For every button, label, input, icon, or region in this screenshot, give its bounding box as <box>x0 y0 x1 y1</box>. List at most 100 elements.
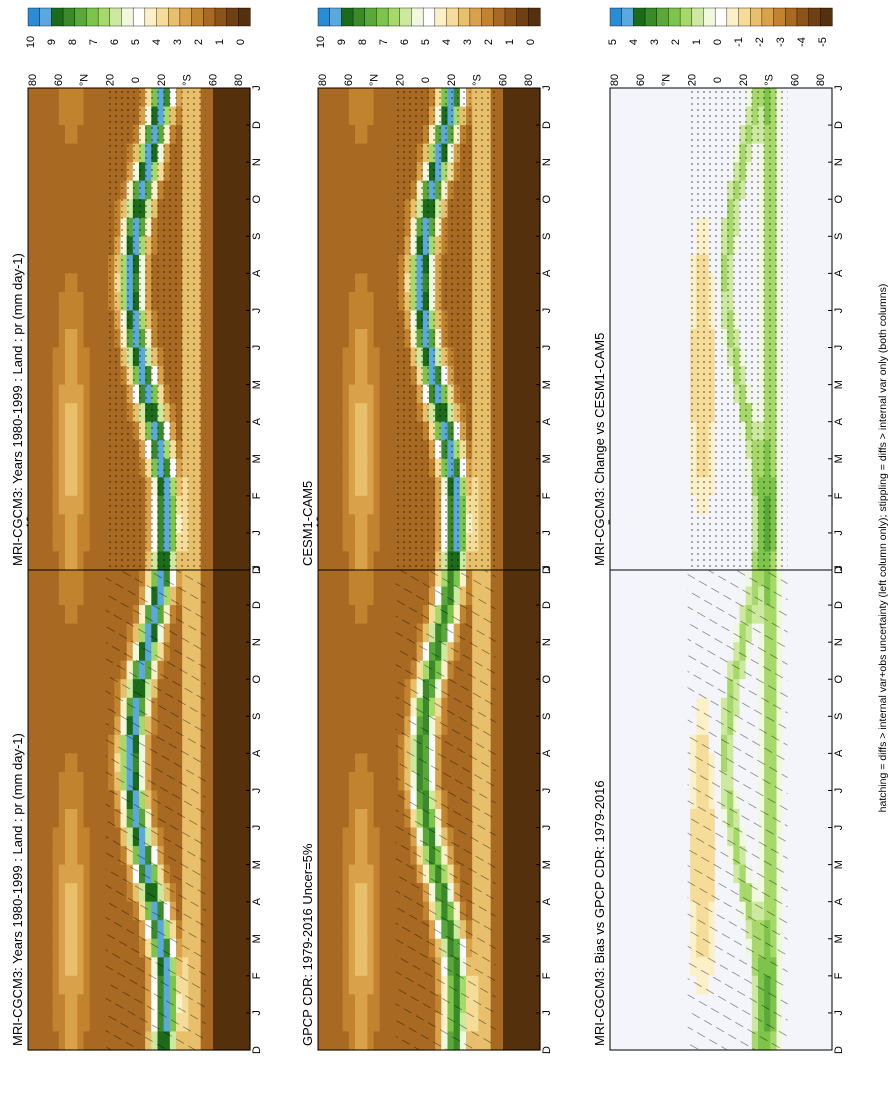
heatmap-cell <box>503 329 510 349</box>
heatmap-cell <box>219 347 226 367</box>
heatmap-cell <box>28 273 35 293</box>
heatmap-cell <box>379 125 387 145</box>
heatmap-cell <box>610 605 617 625</box>
heatmap-cell <box>819 679 827 699</box>
heatmap-cell <box>342 1031 350 1051</box>
heatmap-cell <box>102 329 109 349</box>
heatmap-cell <box>659 846 667 866</box>
heatmap-cell <box>65 846 72 866</box>
heatmap-cell <box>634 994 642 1014</box>
heatmap-cell <box>640 994 648 1014</box>
heatmap-cell <box>348 1031 356 1051</box>
colorbar-tick-label: 3 <box>462 39 474 45</box>
heatmap-cell <box>28 679 35 699</box>
heatmap-cell <box>89 217 97 237</box>
heatmap-cell <box>77 366 85 386</box>
heatmap-cell <box>102 846 109 866</box>
heatmap-cell <box>788 1031 796 1051</box>
heatmap-cell <box>385 458 393 478</box>
heatmap-cell <box>677 734 685 754</box>
heatmap-cell <box>225 329 233 349</box>
heatmap-cell <box>521 329 529 349</box>
heatmap-cell <box>83 514 91 534</box>
heatmap-cell <box>379 883 387 903</box>
heatmap-cell <box>509 106 516 126</box>
heatmap-cell <box>647 642 654 662</box>
x-tick-label: D <box>833 601 845 609</box>
heatmap-cell <box>95 623 103 643</box>
heatmap-cell <box>65 180 72 200</box>
heatmap-cell <box>102 125 109 145</box>
heatmap-cell <box>392 403 399 423</box>
heatmap-cell <box>330 254 338 274</box>
heatmap-cell <box>83 1031 91 1051</box>
heatmap-cell <box>83 162 91 182</box>
heatmap-cell <box>237 809 245 829</box>
panel-0: MRI-CGCM3: Years 1980-1999 : Land : pr (… <box>10 487 263 1054</box>
heatmap-cell <box>807 809 815 829</box>
heatmap-cell <box>65 440 72 460</box>
x-tick-label: J <box>833 565 845 571</box>
heatmap-cell <box>237 716 245 736</box>
heatmap-cell <box>671 883 679 903</box>
heatmap-cell <box>213 827 220 847</box>
heatmap-cell <box>640 864 648 884</box>
heatmap-cell <box>361 421 368 441</box>
heatmap-cell <box>52 790 60 810</box>
heatmap-cell <box>318 623 325 643</box>
heatmap-cell <box>367 421 375 441</box>
heatmap-cell <box>237 623 245 643</box>
heatmap-cell <box>521 347 529 367</box>
heatmap-cell <box>379 1012 387 1033</box>
heatmap-cell <box>225 366 233 386</box>
heatmap-cell <box>318 106 325 126</box>
heatmap-cell <box>71 697 78 717</box>
heatmap-cell <box>83 846 91 866</box>
heatmap-cell <box>206 217 214 237</box>
heatmap-cell <box>231 864 239 884</box>
heatmap-cell <box>355 477 362 497</box>
heatmap-cell <box>65 938 72 958</box>
heatmap-cell <box>213 790 220 810</box>
heatmap-cell <box>348 236 356 256</box>
x-tick-label: M <box>833 860 845 869</box>
heatmap-cell <box>385 790 393 810</box>
y-tick-label: 20 <box>104 74 116 86</box>
heatmap-cell <box>515 199 523 219</box>
heatmap-cell <box>52 975 60 995</box>
heatmap-cell <box>361 938 368 958</box>
heatmap-cell <box>819 623 827 643</box>
heatmap-cell <box>361 347 368 367</box>
heatmap-cell <box>40 901 48 921</box>
heatmap-cell <box>622 623 630 643</box>
heatmap-cell <box>46 864 54 884</box>
heatmap-cell <box>65 366 72 386</box>
heatmap-cell <box>336 310 344 330</box>
heatmap-cell <box>52 551 60 571</box>
heatmap-cell <box>52 125 60 145</box>
heatmap-cell <box>509 920 516 940</box>
heatmap-cell <box>647 568 654 588</box>
heatmap-cell <box>225 753 233 773</box>
heatmap-cell <box>219 236 226 256</box>
heatmap-cell <box>392 532 399 553</box>
heatmap-cell <box>324 790 331 810</box>
heatmap-cell <box>336 180 344 200</box>
heatmap-cell <box>361 679 368 699</box>
heatmap-cell <box>392 310 399 330</box>
heatmap-cell <box>515 790 523 810</box>
heatmap-cell <box>206 568 214 588</box>
heatmap-cell <box>801 568 808 588</box>
heatmap-cell <box>527 495 535 515</box>
colorbar-tick-label: 0 <box>525 39 537 45</box>
heatmap-cell <box>665 994 673 1014</box>
heatmap-cell <box>367 901 375 921</box>
heatmap-cell <box>330 716 338 736</box>
significance-stippling <box>105 88 206 570</box>
heatmap-cell <box>373 1031 381 1051</box>
heatmap-cell <box>213 809 220 829</box>
heatmap-cell <box>58 477 66 497</box>
heatmap-cell <box>225 827 233 847</box>
heatmap-cell <box>206 957 214 977</box>
heatmap-cell <box>521 901 529 921</box>
